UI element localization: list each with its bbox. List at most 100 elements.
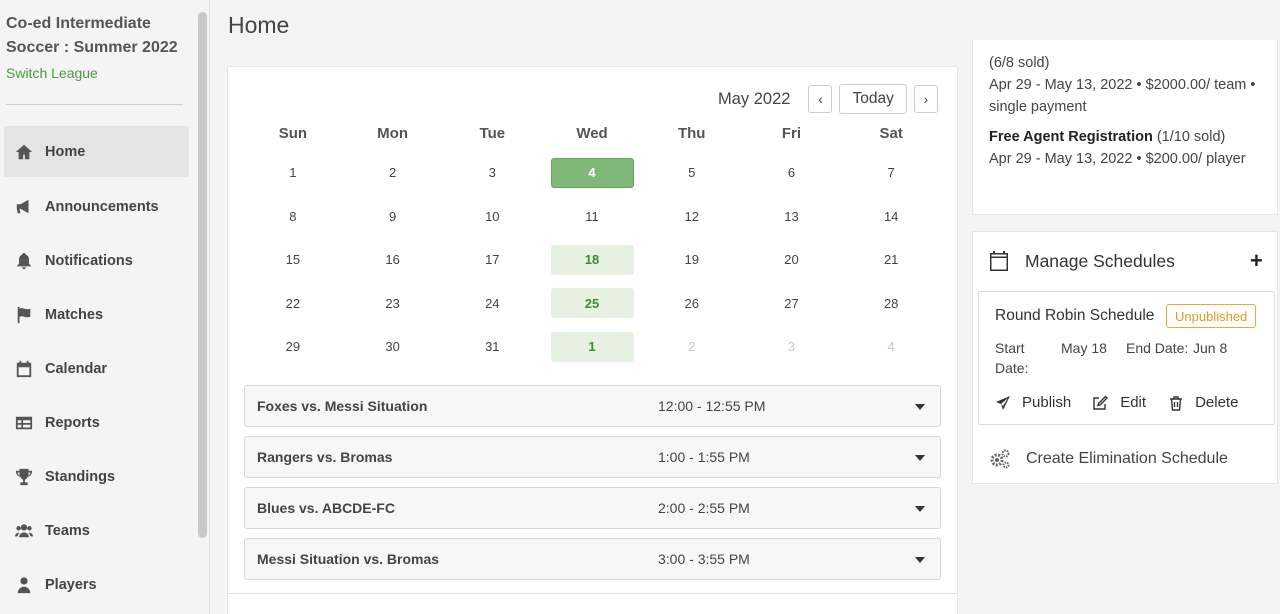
weekday-label: Sat (879, 125, 903, 142)
edit-button[interactable]: Edit (1093, 394, 1146, 411)
calendar-day-outside-month[interactable]: 4 (887, 339, 895, 355)
weekday-header: Sun Mon Tue Wed Thu Fri Sat (243, 125, 941, 142)
calendar-day[interactable]: 5 (688, 165, 696, 181)
next-month-button[interactable]: › (913, 85, 938, 113)
calendar-day-today[interactable]: 4 (550, 157, 634, 188)
delete-button[interactable]: Delete (1168, 394, 1238, 411)
calendar-day[interactable]: 11 (585, 208, 599, 224)
match-time: 12:00 - 12:55 PM (658, 398, 766, 414)
manage-schedules-header: Manage Schedules (989, 250, 1175, 272)
calendar-day[interactable]: 12 (684, 208, 699, 224)
create-elimination-schedule-button[interactable]: Create Elimination Schedule (989, 448, 1228, 470)
switch-league-link[interactable]: Switch League (6, 65, 98, 81)
calendar-day[interactable]: 30 (385, 339, 400, 355)
weekday-label: Wed (576, 125, 608, 142)
today-button[interactable]: Today (839, 84, 907, 114)
sidebar-item-home[interactable]: Home (4, 126, 189, 177)
publish-button[interactable]: Publish (995, 394, 1071, 411)
match-name: Blues vs. ABCDE-FC (257, 500, 395, 516)
calendar-day-with-event[interactable]: 25 (550, 288, 634, 319)
create-elimination-schedule-label: Create Elimination Schedule (1026, 450, 1228, 467)
sidebar-item-teams[interactable]: Teams (4, 504, 189, 558)
match-row[interactable]: Blues vs. ABCDE-FC 2:00 - 2:55 PM (244, 487, 941, 529)
calendar-day[interactable]: 2 (388, 165, 397, 181)
calendar-day[interactable]: 7 (887, 165, 895, 181)
caret-down-icon[interactable] (915, 557, 925, 563)
sidebar-item-matches[interactable]: Matches (4, 288, 189, 342)
sidebar-item-announcements[interactable]: Announcements (4, 180, 189, 234)
calendar-day[interactable]: 27 (784, 295, 799, 311)
calendar-day[interactable]: 24 (485, 295, 500, 311)
prev-month-button[interactable]: ‹ (808, 85, 833, 113)
calendar-week: 8 9 10 11 12 13 14 (243, 195, 941, 239)
calendar-day[interactable]: 1 (289, 165, 297, 181)
free-agent-sold: (1/10 sold) (1152, 129, 1226, 145)
sidebar-item-label: Announcements (45, 199, 159, 215)
match-time: 3:00 - 3:55 PM (658, 551, 750, 567)
sidebar-item-reports[interactable]: Reports (4, 396, 189, 450)
calendar-day[interactable]: 20 (784, 252, 799, 268)
match-row[interactable]: Foxes vs. Messi Situation 12:00 - 12:55 … (244, 385, 941, 427)
sidebar-item-label: Home (45, 143, 86, 160)
table-icon (14, 414, 34, 432)
match-row[interactable]: Messi Situation vs. Bromas 3:00 - 3:55 P… (244, 538, 941, 580)
status-badge: Unpublished (1166, 304, 1257, 328)
calendar-day[interactable]: 6 (787, 165, 796, 181)
calendar-day-with-event[interactable]: 1 (550, 331, 634, 362)
sidebar-item-standings[interactable]: Standings (4, 450, 189, 504)
megaphone-icon (14, 198, 34, 216)
sidebar-item-players[interactable]: Players (4, 558, 189, 612)
caret-down-icon[interactable] (915, 455, 925, 461)
round-robin-schedule: Round Robin Schedule Unpublished Start D… (978, 291, 1275, 425)
calendar-day[interactable]: 8 (289, 208, 297, 224)
registration-card: (6/8 sold) Apr 29 - May 13, 2022 • $2000… (972, 40, 1278, 215)
calendar-icon (14, 360, 34, 378)
calendar-day[interactable]: 21 (883, 252, 899, 268)
sidebar-scrollbar[interactable] (198, 12, 207, 538)
calendar-day[interactable]: 19 (684, 252, 699, 268)
free-agent-registration-name: Free Agent Registration (989, 129, 1153, 145)
add-schedule-button[interactable]: + (1250, 248, 1263, 273)
manage-schedules-card: Manage Schedules + Round Robin Schedule … (972, 231, 1278, 484)
sidebar-item-label: Teams (45, 523, 90, 539)
calendar-day[interactable]: 13 (784, 208, 799, 224)
schedule-actions: Publish Edit Delete (995, 394, 1260, 411)
calendar-day[interactable]: 15 (285, 252, 301, 268)
end-date-value: Jun 8 (1193, 340, 1228, 356)
calendar-day[interactable]: 16 (385, 252, 400, 268)
calendar-day[interactable]: 23 (385, 295, 400, 311)
caret-down-icon[interactable] (915, 506, 925, 512)
paper-plane-icon (996, 395, 1010, 410)
sidebar-item-calendar[interactable]: Calendar (4, 342, 189, 396)
calendar-day[interactable]: 29 (285, 339, 301, 355)
calendar-week: 1 2 3 4 5 6 7 (243, 151, 941, 195)
sidebar: Co-ed Intermediate Soccer : Summer 2022 … (0, 0, 210, 614)
calendar-day[interactable]: 26 (684, 295, 699, 311)
calendar-day[interactable]: 28 (883, 295, 899, 311)
calendar-day-outside-month[interactable]: 3 (787, 339, 796, 355)
sidebar-item-label: Standings (45, 469, 116, 485)
free-agent-registration[interactable]: Free Agent Registration (1/10 sold) (989, 126, 1274, 148)
sidebar-item-label: Calendar (45, 361, 108, 377)
calendar-toolbar: May 2022 ‹ Today › (718, 84, 938, 114)
month-label: May 2022 (718, 89, 791, 108)
weekday-label: Sun (278, 125, 308, 142)
match-row[interactable]: Rangers vs. Bromas 1:00 - 1:55 PM (244, 436, 941, 478)
calendar-day[interactable]: 22 (285, 295, 301, 311)
gears-icon (990, 449, 1010, 469)
calendar-day-with-event[interactable]: 18 (550, 244, 634, 275)
calendar-day[interactable]: 17 (485, 252, 500, 268)
calendar-day[interactable]: 31 (485, 339, 500, 355)
calendar-day[interactable]: 3 (488, 165, 496, 181)
calendar-day[interactable]: 10 (485, 208, 500, 224)
caret-down-icon[interactable] (915, 404, 925, 410)
calendar-day[interactable]: 9 (388, 208, 397, 224)
match-time: 2:00 - 2:55 PM (658, 500, 750, 516)
calendar-card: May 2022 ‹ Today › Sun Mon Tue Wed Thu F… (227, 66, 958, 614)
calendar-day[interactable]: 14 (883, 208, 899, 224)
sidebar-item-notifications[interactable]: Notifications (4, 234, 189, 288)
calendar-week: 15 16 17 18 19 20 21 (243, 238, 941, 282)
user-icon (14, 576, 34, 594)
weekday-label: Mon (377, 125, 408, 142)
calendar-day-outside-month[interactable]: 2 (688, 339, 696, 355)
